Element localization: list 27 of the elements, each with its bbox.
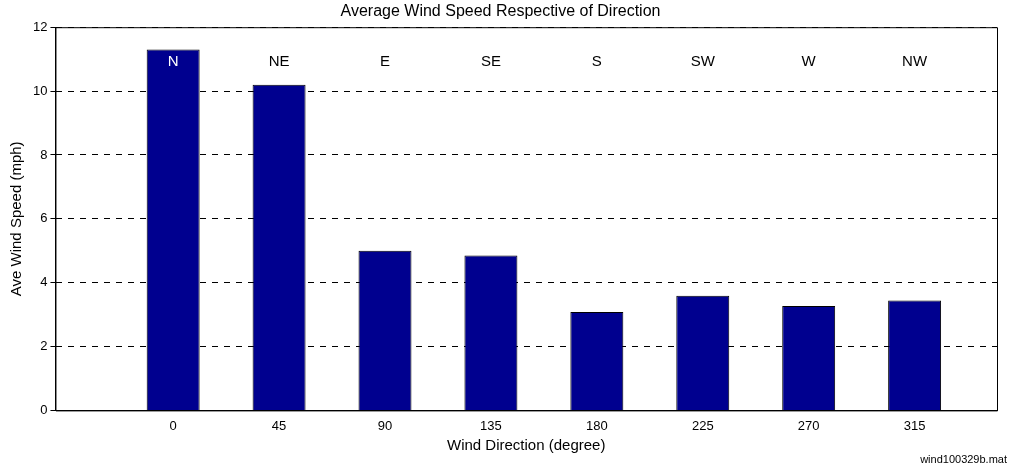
x-tick-label: 180	[585, 417, 608, 433]
annotation: N	[167, 51, 179, 69]
chart-title: Average Wind Speed Respective of Direction	[340, 2, 661, 20]
y-tick-label: 12	[32, 18, 48, 34]
text: wind100329b.mat	[920, 453, 1007, 465]
x-tick-label: 270	[797, 417, 820, 433]
y-axis-title: Ave Wind Speed (mph)	[7, 141, 25, 297]
annotation: W	[801, 51, 817, 69]
x-tick-label: 90	[377, 417, 393, 433]
annotation: E	[379, 51, 391, 69]
y-tick-label: 10	[32, 82, 48, 98]
annotation: NW	[902, 51, 928, 69]
x-tick-label: 315	[903, 417, 926, 433]
x-axis-title: Wind Direction (degree)	[447, 436, 606, 454]
y-tick-label: 4	[40, 274, 48, 290]
y-tick-label: 2	[40, 338, 48, 354]
x-tick-label: 225	[691, 417, 714, 433]
annotation: SW	[690, 51, 716, 69]
x-tick-label: 45	[271, 417, 287, 433]
x-tick-label: 135	[480, 417, 502, 433]
y-tick-label: 8	[40, 146, 48, 162]
y-tick-label: 0	[40, 401, 48, 417]
annotation: NE	[268, 51, 290, 69]
annotation: SE	[480, 51, 501, 69]
y-tick-label: 6	[40, 210, 48, 226]
annotation: S	[591, 51, 602, 69]
x-tick-label: 0	[169, 417, 177, 433]
